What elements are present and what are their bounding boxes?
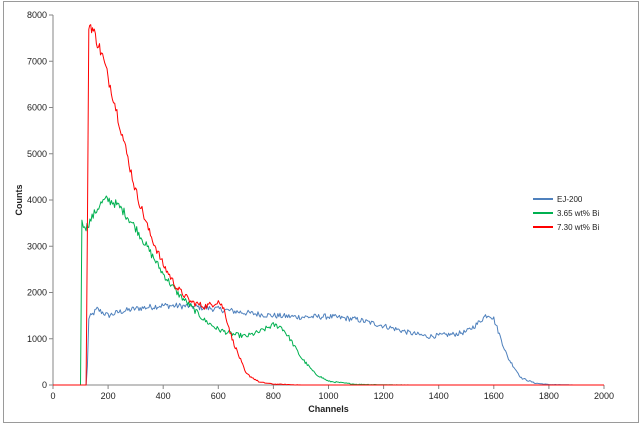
y-tick-label: 7000 bbox=[27, 56, 47, 66]
series-line bbox=[53, 302, 604, 386]
y-tick-label: 5000 bbox=[27, 149, 47, 159]
x-tick-label: 2000 bbox=[594, 391, 614, 401]
x-axis-ticks: 0 200 400 600 800 1000 1200 1400 1600 1800 2000 bbox=[50, 385, 614, 401]
y-tick-label: 4000 bbox=[27, 195, 47, 205]
plot-area bbox=[52, 15, 604, 386]
x-tick-label: 1600 bbox=[484, 391, 504, 401]
y-tick-label: 3000 bbox=[27, 241, 47, 251]
legend: EJ-200 3.65 wt% Bi 7.30 wt% Bi bbox=[533, 195, 599, 232]
y-tick-label: 6000 bbox=[27, 103, 47, 113]
legend-label: 3.65 wt% Bi bbox=[557, 209, 599, 218]
x-tick-label: 200 bbox=[101, 391, 116, 401]
series-line bbox=[53, 195, 604, 386]
y-axis-ticks: 0 1000 2000 3000 4000 5000 6000 7000 8000 bbox=[27, 10, 53, 390]
x-tick-label: 1200 bbox=[374, 391, 394, 401]
x-tick-label: 0 bbox=[50, 391, 55, 401]
legend-label: EJ-200 bbox=[557, 195, 583, 204]
legend-label: 7.30 wt% Bi bbox=[557, 223, 599, 232]
y-tick-label: 8000 bbox=[27, 10, 47, 20]
x-tick-label: 400 bbox=[156, 391, 171, 401]
series-line bbox=[53, 24, 604, 386]
x-tick-label: 1400 bbox=[429, 391, 449, 401]
x-tick-label: 1800 bbox=[539, 391, 559, 401]
x-tick-label: 800 bbox=[266, 391, 281, 401]
y-tick-label: 2000 bbox=[27, 288, 47, 298]
y-tick-label: 0 bbox=[42, 380, 47, 390]
series-layer bbox=[53, 24, 604, 386]
x-tick-label: 1000 bbox=[318, 391, 338, 401]
x-axis-title: Channels bbox=[308, 404, 349, 414]
x-tick-label: 600 bbox=[211, 391, 226, 401]
y-tick-label: 1000 bbox=[27, 334, 47, 344]
y-axis-title: Counts bbox=[14, 185, 24, 216]
